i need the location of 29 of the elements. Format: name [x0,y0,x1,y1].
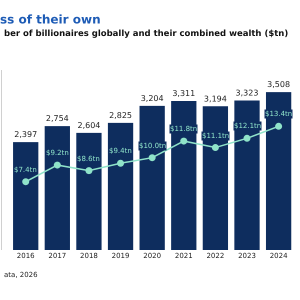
bar [44,126,70,250]
data-label: 2,825 [109,110,132,120]
data-label: 3,508 [267,80,290,90]
point [180,138,188,145]
bar [108,122,134,250]
point [117,160,124,167]
bar [13,142,38,250]
data-label: 3,204 [140,94,164,103]
bar [140,106,165,250]
point [148,154,156,162]
bar [171,101,196,250]
chart-title: ss of their own [0,12,101,26]
data-label: 2,604 [77,120,100,130]
data-label: 3,323 [236,88,258,98]
bar [76,132,102,250]
data-label: 3,194 [204,94,227,104]
point [275,122,282,130]
point [22,178,30,186]
bar [234,100,260,250]
bar [202,106,228,250]
data-label: 3,311 [172,89,196,98]
point [212,144,219,152]
point [244,134,250,142]
point [54,162,61,169]
data-label: 2,754 [46,114,69,124]
point [85,167,92,174]
data-label: 2,397 [14,130,38,140]
bar [266,92,292,250]
chart-subtitle: ber of billionaires globally and their combined wealth ($tn) [4,29,288,39]
